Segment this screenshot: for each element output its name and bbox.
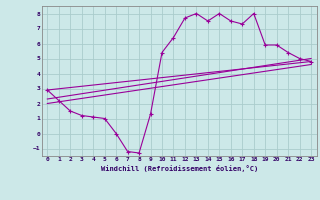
X-axis label: Windchill (Refroidissement éolien,°C): Windchill (Refroidissement éolien,°C) — [100, 165, 258, 172]
